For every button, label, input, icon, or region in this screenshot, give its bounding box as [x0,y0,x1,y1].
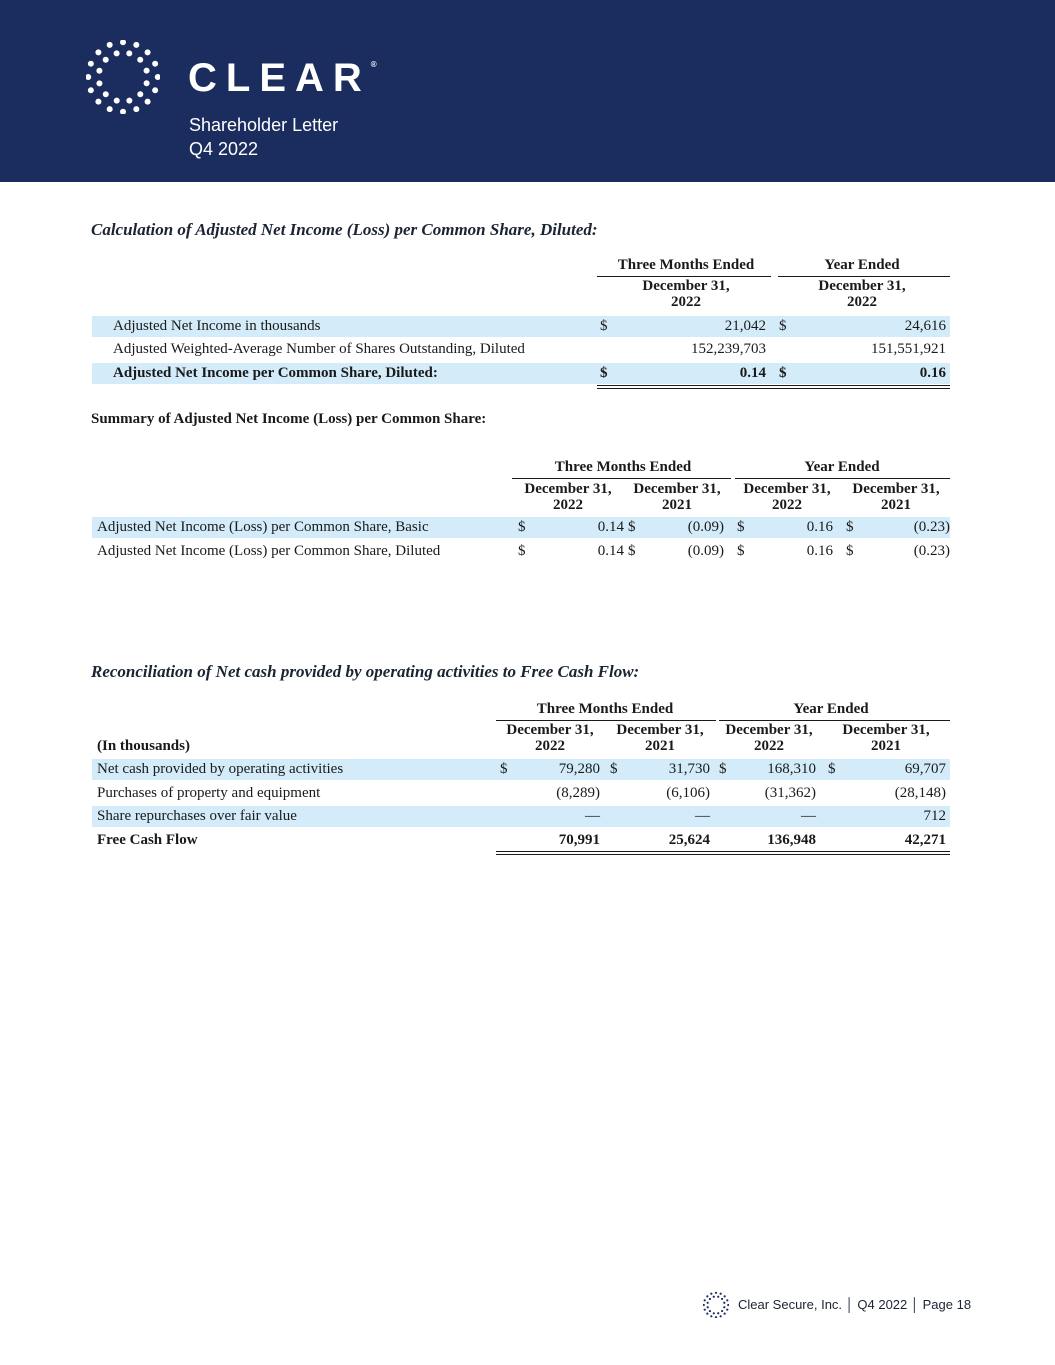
cell-value: (0.09) [687,519,724,535]
currency-symbol: $ [518,543,526,559]
cell-value: 0.16 [806,543,833,559]
header-rule [735,478,950,479]
currency-symbol: $ [719,761,727,777]
row-label: Purchases of property and equipment [97,785,321,801]
column-header: December 31, 2021 [633,481,721,513]
row-label: Adjusted Net Income per Common Share, Di… [113,365,438,381]
column-header: December 31, 2021 [852,481,940,513]
cell-value: 136,948 [767,832,816,848]
column-group-header: Three Months Ended [554,459,692,475]
row-label: Free Cash Flow [97,832,198,848]
row-shading [92,363,950,384]
row-shading [92,806,950,827]
column-header: December 31, 2022 [506,722,594,754]
column-header: December 31, 2022 [524,481,612,513]
currency-symbol: $ [600,365,608,381]
cell-value: (0.09) [687,543,724,559]
cell-value: — [695,808,710,824]
cell-value: 151,551,921 [871,341,946,357]
currency-symbol: $ [779,318,787,334]
header-rule [597,276,771,277]
currency-symbol: $ [737,543,745,559]
column-group-header: Three Months Ended [536,701,674,717]
currency-symbol: $ [610,761,618,777]
cell-value: 712 [923,808,947,824]
column-group-header: Year Ended [793,701,869,717]
total-double-rule [597,385,950,389]
cell-value: 31,730 [668,761,710,777]
column-header: December 31, 2022 [743,481,831,513]
currency-symbol: $ [846,519,854,535]
cell-value: 79,280 [558,761,600,777]
registered-mark: ® [370,60,377,69]
footer-logo-icon [703,1292,729,1318]
cell-value: 42,271 [904,832,946,848]
row-label: Adjusted Net Income (Loss) per Common Sh… [97,519,429,535]
row-label: Adjusted Net Income in thousands [113,318,321,334]
cell-value: 152,239,703 [691,341,766,357]
cell-value: (31,362) [764,785,816,801]
column-header: December 31, 2021 [842,722,930,754]
cell-value: 0.14 [597,543,624,559]
cell-value: 0.16 [806,519,833,535]
cell-value: (0.23) [913,519,950,535]
cell-value: (8,289) [556,785,600,801]
currency-symbol: $ [846,543,854,559]
currency-symbol: $ [628,519,636,535]
currency-symbol: $ [737,519,745,535]
currency-symbol: $ [600,318,608,334]
column-header: December 31, 2022 [725,722,813,754]
clear-logo-icon [86,40,160,114]
cell-value: — [585,808,600,824]
total-double-rule [496,851,950,855]
table1-title: Calculation of Adjusted Net Income (Loss… [91,220,598,239]
currency-symbol: $ [628,543,636,559]
cell-value: 0.14 [739,365,766,381]
row-shading [92,517,950,538]
cell-value: 0.16 [919,365,946,381]
brand-wordmark: CLEAR® [188,56,377,101]
column-header: December 31, 2022 [818,278,906,310]
table3-title: Reconciliation of Net cash provided by o… [91,662,640,681]
row-label: Adjusted Net Income (Loss) per Common Sh… [97,543,441,559]
header-rule [719,720,950,721]
currency-symbol: $ [500,761,508,777]
cell-value: 168,310 [767,761,816,777]
header-rule [512,478,731,479]
currency-symbol: $ [828,761,836,777]
cell-value: 0.14 [597,519,624,535]
header-rule [778,276,950,277]
column-group-header: Year Ended [824,257,900,273]
row-label: Net cash provided by operating activitie… [97,761,344,777]
cell-value: (6,106) [666,785,710,801]
row-shading [92,759,950,780]
brand-name: CLEAR [188,56,371,100]
cell-value: (28,148) [894,785,946,801]
cell-value: 24,616 [904,318,946,334]
subtitle-period: Q4 2022 [189,139,259,159]
cell-value: 25,624 [668,832,710,848]
header-rule [496,720,716,721]
cell-value: 70,991 [558,832,600,848]
column-header: December 31, 2021 [616,722,704,754]
column-group-header: Three Months Ended [617,257,755,273]
unit-label: (In thousands) [97,738,190,754]
currency-symbol: $ [779,365,787,381]
cell-value: 21,042 [724,318,766,334]
table2-title: Summary of Adjusted Net Income (Loss) pe… [91,411,487,427]
row-shading [92,316,950,337]
cell-value: — [801,808,816,824]
column-group-header: Year Ended [804,459,880,475]
row-label: Adjusted Weighted-Average Number of Shar… [113,341,525,357]
cell-value: (0.23) [913,543,950,559]
subtitle: Shareholder Letter [189,115,339,135]
currency-symbol: $ [518,519,526,535]
page-header: CLEAR® Shareholder Letter Q4 2022 [0,0,1055,182]
cell-value: 69,707 [904,761,946,777]
page-footer: Clear Secure, Inc. │ Q4 2022 │ Page 18 [738,1297,972,1312]
column-header: December 31, 2022 [642,278,730,310]
row-label: Share repurchases over fair value [97,808,297,824]
